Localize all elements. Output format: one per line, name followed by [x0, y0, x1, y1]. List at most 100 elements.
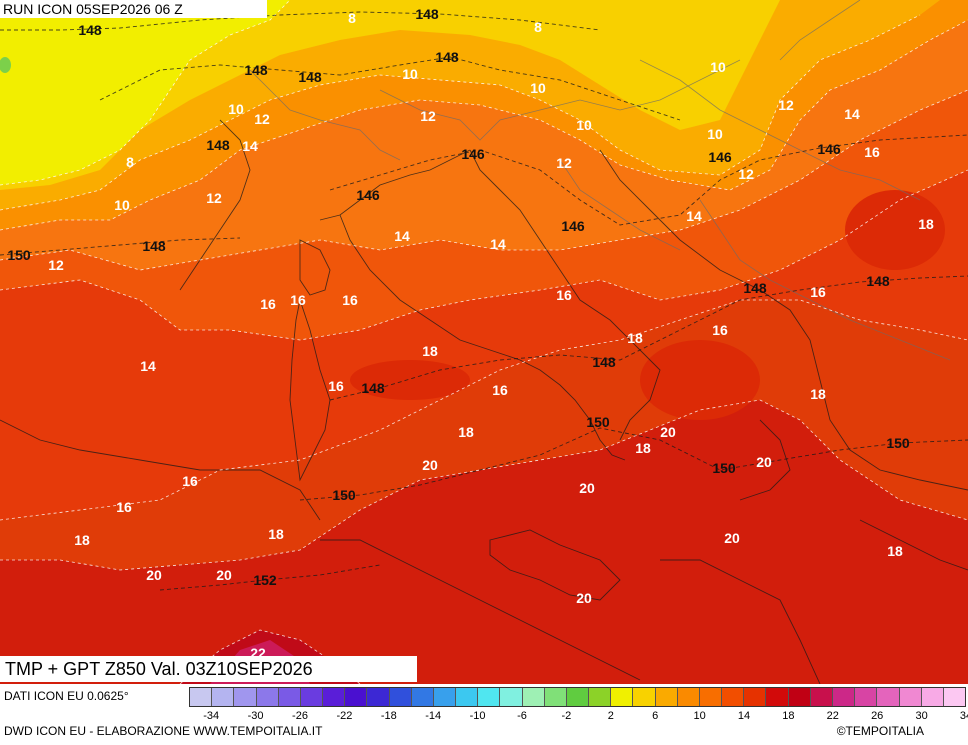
coastlines	[0, 119, 968, 684]
color-swatch	[190, 688, 213, 706]
color-swatch	[655, 688, 678, 706]
temperature-label: 16	[342, 292, 358, 308]
color-swatch	[899, 688, 922, 706]
temperature-label: 20	[660, 424, 676, 440]
geopotential-label: 148	[78, 22, 102, 38]
color-scale-ticks: -34 -30 -26 -22 -18 -14 -10 -6 -2 2 6 10 14 18 22 26 30 3…	[189, 710, 968, 724]
temperature-label: 16	[182, 473, 198, 489]
temperature-label: 18	[422, 343, 438, 359]
color-swatch	[566, 688, 590, 706]
scale-tick-label: 2	[607, 710, 614, 722]
color-swatch	[810, 688, 833, 706]
color-swatch	[323, 688, 346, 706]
temperature-label: 10	[402, 66, 418, 82]
temperature-label: 12	[48, 257, 64, 273]
isotherms	[0, 0, 968, 684]
color-swatch	[633, 688, 656, 706]
temperature-field	[0, 0, 968, 684]
color-swatch	[722, 688, 745, 706]
scale-tick-label: 34	[959, 710, 968, 722]
temperature-label: 16	[116, 499, 132, 515]
temperature-label: 16	[290, 292, 306, 308]
temperature-label: 16	[712, 322, 728, 338]
temperature-label: 16	[328, 378, 344, 394]
color-swatch	[300, 688, 324, 706]
temperature-label: 14	[686, 208, 702, 224]
temperature-label: 14	[394, 228, 410, 244]
temperature-label: 10	[114, 197, 130, 213]
temperature-label: 18	[268, 526, 284, 542]
temperature-label: 8	[348, 10, 356, 26]
scale-tick-label: 18	[782, 710, 795, 722]
temperature-label: 12	[206, 190, 222, 206]
geopotential-label: 148	[435, 49, 459, 65]
brand-logo-text: ©TEMPOITALIA	[836, 724, 924, 738]
source-note: DATI ICON EU 0.0625°	[4, 689, 129, 703]
geopotential-label: 146	[461, 146, 485, 162]
scale-tick-label: 14	[737, 710, 751, 722]
borders	[249, 0, 951, 361]
color-swatch	[943, 688, 966, 706]
color-swatch	[766, 688, 789, 706]
temperature-label: 8	[126, 154, 134, 170]
color-swatch	[589, 688, 612, 706]
color-swatch	[256, 688, 279, 706]
color-swatch	[677, 688, 700, 706]
credit-text: DWD ICON EU - ELABORAZIONE WWW.TEMPOITAL…	[4, 724, 323, 738]
temperature-label: 16	[810, 284, 826, 300]
temperature-label: 20	[576, 590, 592, 606]
temperature-label: 18	[74, 532, 90, 548]
scale-tick-label: 10	[693, 710, 706, 722]
scale-tick-label: 30	[915, 710, 928, 722]
color-swatch	[832, 688, 856, 706]
color-swatch	[433, 688, 457, 706]
geopotential-label: 146	[708, 149, 732, 165]
temperature-label: 10	[228, 101, 244, 117]
geopotential-label: 150	[586, 414, 610, 430]
temperature-label: 12	[778, 97, 794, 113]
temperature-label: 20	[146, 567, 162, 583]
temperature-label: 10	[710, 59, 726, 75]
geopotential-label: 146	[356, 187, 380, 203]
temperature-label: 16	[492, 382, 508, 398]
temperature-label: 16	[260, 296, 276, 312]
geopotential-label: 148	[866, 273, 890, 289]
geopotential-label: 148	[298, 69, 322, 85]
color-swatch	[788, 688, 811, 706]
geopotential-label: 148	[244, 62, 268, 78]
geopotential-label: 148	[415, 6, 439, 22]
geopotential-label: 146	[561, 218, 585, 234]
color-swatch	[500, 688, 523, 706]
run-title: RUN ICON 05SEP2026 06 Z	[0, 0, 267, 18]
scale-tick-label: -18	[380, 710, 397, 722]
color-swatch	[389, 688, 412, 706]
temperature-label: 14	[490, 236, 506, 252]
temperature-label: 18	[918, 216, 934, 232]
scale-tick-label: 22	[826, 710, 839, 722]
temperature-label: 18	[810, 386, 826, 402]
scale-tick-label: -10	[469, 710, 486, 722]
geopotential-contours	[0, 11, 968, 591]
color-swatch	[855, 688, 878, 706]
geopotential-label: 150	[332, 487, 356, 503]
temperature-label: 12	[254, 111, 270, 127]
geopotential-label: 150	[7, 247, 31, 263]
temperature-label: 10	[576, 117, 592, 133]
geopotential-label: 150	[712, 460, 736, 476]
color-swatch	[278, 688, 301, 706]
scale-tick-label: -14	[425, 710, 442, 722]
geopotential-label: 148	[592, 354, 616, 370]
temperature-label: 12	[556, 155, 572, 171]
product-title: TMP + GPT Z850 Val. 03Z10SEP2026	[0, 656, 417, 682]
temperature-label: 20	[422, 457, 438, 473]
legend-footer: DATI ICON EU 0.0625° -34 -30 -26 -22 -18 -14-…	[0, 684, 968, 745]
temperature-label: 18	[887, 543, 903, 559]
temperature-label: 16	[864, 144, 880, 160]
geopotential-label: 152	[253, 572, 277, 588]
geopotential-label: 148	[743, 280, 767, 296]
temperature-label: 20	[216, 567, 232, 583]
color-swatch	[744, 688, 767, 706]
geopotential-label: 146	[817, 141, 841, 157]
color-swatch	[345, 688, 368, 706]
scale-tick-label: 26	[871, 710, 884, 722]
